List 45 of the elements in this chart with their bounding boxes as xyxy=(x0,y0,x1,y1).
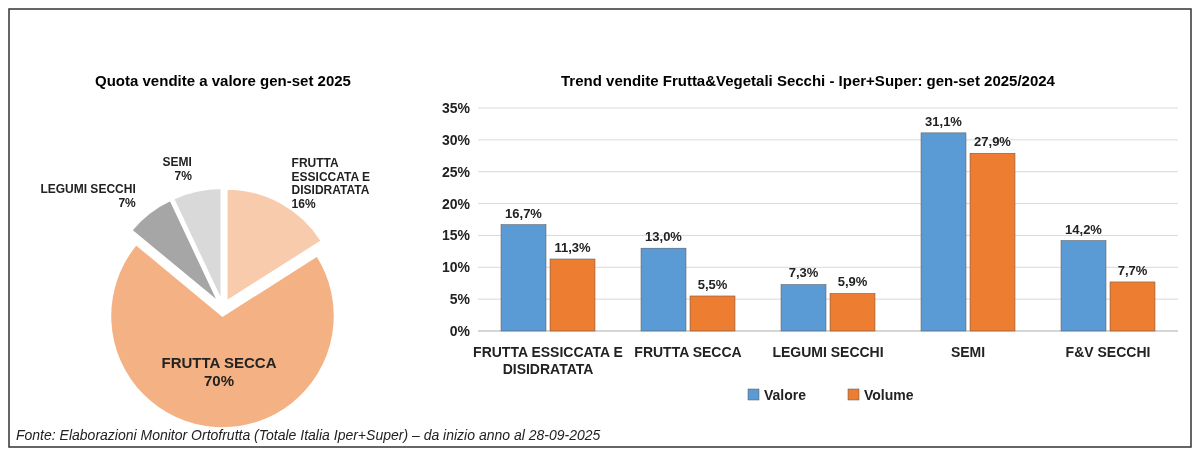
data-label: 70% xyxy=(203,371,234,389)
bar xyxy=(969,152,1016,332)
data-label: 14,2% xyxy=(1065,221,1103,237)
slice-label: FRUTTA ESSICCATA E DISIDRATATA xyxy=(291,155,371,198)
bar xyxy=(640,247,687,332)
source-note: Fonte: Elaborazioni Monitor Ortofrutta (Totale Italia Iper+Super) – da inizio anno al 28-09-2025 xyxy=(16,427,601,443)
slice-label: SEMI xyxy=(162,155,192,170)
data-label: 7,3% xyxy=(788,265,819,281)
bar xyxy=(1060,240,1107,332)
y-tick-label: 25% xyxy=(441,163,471,180)
x-tick-label: FRUTTA SECCA xyxy=(634,344,742,360)
x-tick-label: F&V SECCHI xyxy=(1065,344,1151,360)
bar xyxy=(1109,281,1156,332)
bar xyxy=(500,224,547,332)
bar xyxy=(920,132,967,332)
slice-label: LEGUMI SECCHI xyxy=(40,181,136,196)
x-tick-label: SEMI xyxy=(950,344,986,360)
chart-title: Trend vendite Frutta&Vegetali Secchi - Iper+Super: gen-set 2025/2024 xyxy=(561,72,1056,89)
data-label: 13,0% xyxy=(645,229,683,245)
bar xyxy=(549,258,596,332)
chart-title: Quota vendite a valore gen-set 2025 xyxy=(95,72,351,89)
data-label: 7,7% xyxy=(1117,262,1148,278)
data-label: 11,3% xyxy=(554,240,592,255)
y-tick-label: 30% xyxy=(441,131,471,148)
x-tick-label: FRUTTA ESSICCATA E DISIDRATATA xyxy=(473,344,623,377)
data-label: 7% xyxy=(118,195,137,210)
y-tick-label: 10% xyxy=(441,259,471,276)
y-tick-label: 15% xyxy=(441,227,471,244)
y-tick-label: 0% xyxy=(449,323,471,339)
data-label: 31,1% xyxy=(925,113,963,129)
y-tick-label: 5% xyxy=(449,291,471,308)
data-label: 5,9% xyxy=(837,274,868,290)
y-tick-label: 35% xyxy=(441,100,471,116)
bar xyxy=(780,284,827,332)
data-label: 27,9% xyxy=(974,134,1012,150)
x-tick-label: LEGUMI SECCHI xyxy=(772,344,884,360)
data-label: 5,5% xyxy=(697,276,728,292)
data-label: 16% xyxy=(291,197,316,212)
y-tick-label: 20% xyxy=(441,195,471,212)
legend-label: Valore xyxy=(764,387,807,403)
data-label: 16,7% xyxy=(505,205,543,221)
bar xyxy=(689,295,736,332)
bar xyxy=(829,293,876,332)
legend-label: Volume xyxy=(864,387,914,403)
data-label: 7% xyxy=(174,169,193,184)
